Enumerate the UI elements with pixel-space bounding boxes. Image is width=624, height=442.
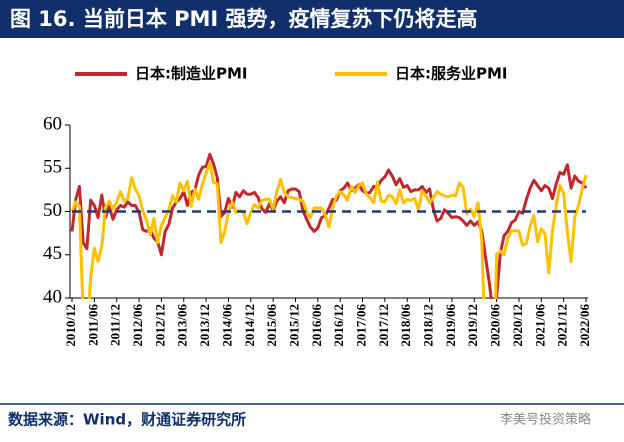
- x-tick-label: 2019/06: [443, 304, 458, 347]
- x-tick-label: 2013/12: [197, 304, 212, 347]
- watermark: 李美号投资策略: [500, 412, 591, 428]
- x-tick-label: 2011/06: [85, 304, 100, 346]
- x-tick-label: 2014/06: [219, 304, 234, 347]
- x-tick-label: 2019/12: [465, 304, 480, 347]
- x-tick-label: 2020/12: [510, 304, 525, 347]
- y-tick-label: 45: [43, 243, 62, 264]
- x-tick-label: 2018/06: [398, 304, 413, 347]
- x-tick-label: 2021/06: [532, 304, 547, 347]
- x-tick-label: 2018/12: [421, 304, 436, 347]
- x-tick-label: 2017/06: [354, 304, 369, 347]
- series-line: [70, 161, 588, 299]
- y-tick-label: 55: [43, 157, 62, 178]
- y-tick-label: 60: [43, 113, 62, 134]
- x-tick-label: 2011/12: [108, 304, 123, 346]
- source: 数据来源：Wind，财通证券研究所: [8, 411, 246, 429]
- y-tick-label: 40: [43, 286, 62, 307]
- x-tick-label: 2016/12: [331, 304, 346, 347]
- x-tick-label: 2017/12: [376, 304, 391, 347]
- title-bar: [0, 0, 624, 38]
- legend-label: 日本:制造业PMI: [135, 65, 248, 83]
- y-tick-label: 50: [43, 200, 62, 221]
- legend-label: 日本:服务业PMI: [395, 65, 508, 83]
- x-tick-label: 2021/12: [555, 304, 570, 347]
- x-tick-label: 2012/06: [130, 304, 145, 347]
- x-tick-label: 2015/06: [264, 304, 279, 347]
- chart-title: 图 16. 当前日本 PMI 强势，疫情复苏下仍将走高: [10, 7, 478, 31]
- x-tick-label: 2016/06: [309, 304, 324, 347]
- x-tick-label: 2014/12: [242, 304, 257, 347]
- x-tick-label: 2010/12: [63, 304, 78, 347]
- x-tick-label: 2013/06: [175, 304, 190, 347]
- x-tick-label: 2012/12: [152, 304, 167, 347]
- x-tick-label: 2015/12: [286, 304, 301, 347]
- plot: [70, 152, 588, 299]
- x-tick-label: 2022/06: [577, 304, 592, 347]
- x-tick-label: 2020/06: [488, 304, 503, 347]
